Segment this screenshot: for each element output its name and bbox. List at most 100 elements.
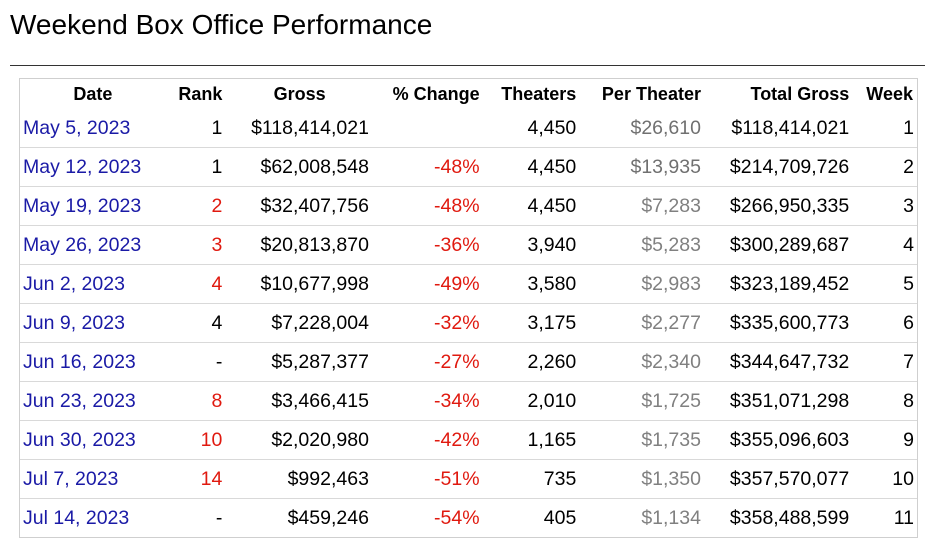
- rank-cell: 14: [165, 459, 227, 499]
- page-title: Weekend Box Office Performance: [10, 9, 433, 40]
- theaters-cell: 3,580: [483, 264, 581, 304]
- column-header-per-theater: Per Theater: [601, 83, 701, 104]
- table-body: May 5, 2023 1 $118,414,021 4,450 $26,610 $118…: [20, 109, 917, 537]
- column-header-gross: Gross: [273, 83, 326, 104]
- rank-cell: 10: [165, 420, 227, 460]
- per-theater-cell: $5,283: [580, 225, 705, 265]
- title-divider: [10, 65, 925, 66]
- rank-cell: 3: [165, 225, 227, 265]
- week-cell: 2: [853, 147, 917, 187]
- column-header-rank: Rank: [178, 83, 223, 104]
- week-cell: 6: [853, 303, 917, 343]
- date-link[interactable]: Jun 16, 2023: [20, 342, 166, 382]
- per-theater-cell: $26,610: [630, 116, 701, 139]
- change-cell: -51%: [372, 459, 484, 499]
- total-gross-cell: $118,414,021: [731, 116, 850, 139]
- per-theater-cell: $1,725: [580, 381, 705, 421]
- total-gross-cell: $214,709,726: [704, 147, 854, 187]
- theaters-cell: 2,010: [483, 381, 581, 421]
- total-gross-cell: $266,950,335: [704, 186, 854, 226]
- total-gross-cell: $335,600,773: [704, 303, 854, 343]
- table-row: Jun 16, 2023- $5,287,377 -27% 2,260 $2,340 $3…: [20, 342, 917, 382]
- total-gross-cell: $300,289,687: [704, 225, 854, 265]
- theaters-cell: 4,450: [483, 186, 581, 226]
- change-cell: -27%: [372, 342, 484, 382]
- date-link[interactable]: Jun 30, 2023: [20, 420, 166, 460]
- table-row: Jun 2, 2023 4 $10,677,998 -49% 3,580 $2,983 $3…: [20, 264, 917, 304]
- change-cell: -34%: [372, 381, 484, 421]
- week-cell: 8: [853, 381, 917, 421]
- theaters-cell: 4,450: [483, 147, 581, 187]
- date-link[interactable]: May 12, 2023: [20, 147, 166, 187]
- table-row: Jul 7, 2023 14 $992,463 -51% 735 $1,350 $357,5…: [20, 459, 917, 499]
- gross-cell: $32,407,756: [226, 186, 373, 226]
- theaters-cell: 735: [483, 459, 581, 499]
- date-link[interactable]: Jun 23, 2023: [20, 381, 166, 421]
- total-gross-cell: $358,488,599: [704, 498, 854, 537]
- gross-cell: $20,813,870: [226, 225, 373, 265]
- theaters-cell: 4,450: [527, 116, 577, 139]
- per-theater-cell: $1,735: [580, 420, 705, 460]
- change-cell: -42%: [372, 420, 484, 460]
- box-office-table: Date Rank Gross % Change Theaters Per Th…: [20, 79, 917, 537]
- per-theater-cell: $1,134: [580, 498, 705, 537]
- per-theater-cell: $2,277: [580, 303, 705, 343]
- date-link[interactable]: Jun 9, 2023: [20, 303, 166, 343]
- rank-cell: -: [165, 498, 227, 537]
- week-cell: 3: [853, 186, 917, 226]
- column-header-theaters: Theaters: [501, 83, 577, 104]
- week-cell: 1: [903, 116, 914, 139]
- week-cell: 10: [853, 459, 917, 499]
- table-row: May 5, 2023 1 $118,414,021 4,450 $26,610 $118…: [20, 109, 917, 148]
- rank-cell: 2: [165, 186, 227, 226]
- rank-cell: 1: [211, 116, 223, 139]
- rank-cell: 4: [165, 303, 227, 343]
- change-cell: -48%: [372, 186, 484, 226]
- week-cell: 7: [853, 342, 917, 382]
- table-row: Jun 9, 2023 4 $7,228,004 -32% 3,175 $2,277 $33…: [20, 303, 917, 343]
- table-header-row: Date Rank Gross % Change Theaters Per Th…: [20, 79, 917, 109]
- column-header-change: % Change: [392, 83, 480, 104]
- theaters-cell: 2,260: [483, 342, 581, 382]
- table-row: May 12, 2023 1 $62,008,548 -48% 4,450 $13,935…: [20, 147, 917, 187]
- change-cell: [373, 109, 484, 148]
- date-link[interactable]: Jul 7, 2023: [20, 459, 166, 499]
- total-gross-cell: $344,647,732: [704, 342, 854, 382]
- date-link[interactable]: Jul 14, 2023: [20, 498, 166, 537]
- change-cell: -54%: [372, 498, 484, 537]
- rank-cell: 4: [165, 264, 227, 304]
- table-row: Jun 23, 2023 8 $3,466,415 -34% 2,010 $1,725 $3…: [20, 381, 917, 421]
- box-office-table-container: Date Rank Gross % Change Theaters Per Th…: [19, 78, 918, 538]
- change-cell: -48%: [372, 147, 484, 187]
- theaters-cell: 1,165: [483, 420, 581, 460]
- total-gross-cell: $355,096,603: [704, 420, 854, 460]
- date-link[interactable]: Jun 2, 2023: [20, 264, 166, 304]
- week-cell: 5: [853, 264, 917, 304]
- gross-cell: $62,008,548: [226, 147, 373, 187]
- column-header-date: Date: [73, 83, 113, 104]
- table-row: Jun 30, 2023 10 $2,020,980 -42% 1,165 $1,735 $…: [20, 420, 917, 460]
- gross-cell: $459,246: [226, 498, 373, 537]
- per-theater-cell: $2,983: [580, 264, 705, 304]
- date-link[interactable]: May 5, 2023: [23, 116, 131, 139]
- per-theater-cell: $7,283: [580, 186, 705, 226]
- column-header-week: Week: [866, 83, 913, 104]
- gross-cell: $3,466,415: [226, 381, 373, 421]
- per-theater-cell: $13,935: [580, 147, 705, 187]
- date-link[interactable]: May 26, 2023: [20, 225, 166, 265]
- change-cell: -36%: [372, 225, 484, 265]
- total-gross-cell: $351,071,298: [704, 381, 854, 421]
- week-cell: 11: [853, 498, 917, 537]
- per-theater-cell: $1,350: [580, 459, 705, 499]
- rank-cell: 8: [165, 381, 227, 421]
- change-cell: -49%: [372, 264, 484, 304]
- rank-cell: -: [165, 342, 227, 382]
- table-row: May 26, 2023 3 $20,813,870 -36% 3,940 $5,283 $…: [20, 225, 917, 265]
- gross-cell: $2,020,980: [226, 420, 373, 460]
- gross-cell: $7,228,004: [226, 303, 373, 343]
- date-link[interactable]: May 19, 2023: [20, 186, 166, 226]
- per-theater-cell: $2,340: [580, 342, 705, 382]
- total-gross-cell: $357,570,077: [704, 459, 854, 499]
- week-cell: 9: [853, 420, 917, 460]
- theaters-cell: 3,940: [483, 225, 581, 265]
